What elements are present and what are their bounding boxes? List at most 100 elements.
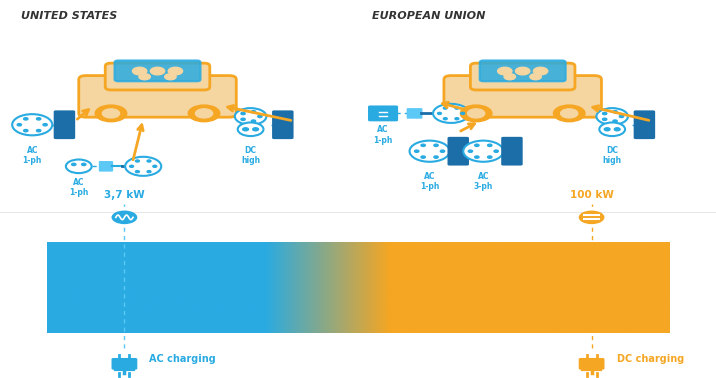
Circle shape — [410, 141, 450, 162]
Circle shape — [433, 104, 469, 123]
FancyBboxPatch shape — [368, 105, 398, 121]
Circle shape — [251, 111, 256, 113]
Circle shape — [475, 144, 479, 146]
Circle shape — [95, 105, 127, 122]
FancyBboxPatch shape — [99, 161, 113, 172]
Circle shape — [238, 122, 263, 136]
Text: EUROPEAN UNION: EUROPEAN UNION — [372, 11, 485, 21]
Circle shape — [102, 109, 120, 118]
FancyBboxPatch shape — [634, 110, 655, 139]
Circle shape — [498, 67, 512, 75]
Circle shape — [613, 120, 617, 122]
Circle shape — [188, 105, 220, 122]
Circle shape — [421, 144, 425, 146]
Circle shape — [613, 111, 617, 113]
Text: AC
1-ph: AC 1-ph — [420, 172, 440, 191]
Circle shape — [12, 114, 52, 135]
FancyBboxPatch shape — [470, 63, 575, 90]
Circle shape — [139, 74, 150, 80]
FancyBboxPatch shape — [115, 60, 200, 81]
Circle shape — [437, 112, 441, 115]
Circle shape — [135, 170, 140, 173]
Circle shape — [533, 67, 548, 75]
Circle shape — [132, 67, 147, 75]
Circle shape — [443, 118, 448, 120]
Circle shape — [135, 160, 140, 162]
Circle shape — [235, 108, 266, 125]
Circle shape — [461, 112, 465, 115]
Circle shape — [530, 74, 541, 80]
Circle shape — [24, 118, 28, 120]
FancyBboxPatch shape — [54, 110, 75, 139]
Circle shape — [488, 144, 492, 146]
Circle shape — [553, 105, 585, 122]
FancyBboxPatch shape — [501, 137, 523, 166]
Circle shape — [125, 157, 161, 176]
Circle shape — [165, 74, 176, 80]
Circle shape — [468, 109, 485, 118]
Circle shape — [150, 67, 165, 75]
FancyBboxPatch shape — [444, 76, 601, 117]
Circle shape — [494, 150, 498, 152]
FancyBboxPatch shape — [407, 108, 422, 119]
Text: AC charging: AC charging — [150, 354, 216, 364]
FancyBboxPatch shape — [272, 110, 294, 139]
Circle shape — [440, 150, 445, 152]
Circle shape — [504, 74, 516, 80]
Circle shape — [37, 118, 41, 120]
Text: DC
high: DC high — [603, 146, 621, 165]
Circle shape — [516, 67, 530, 75]
Circle shape — [561, 109, 578, 118]
Circle shape — [596, 108, 628, 125]
Text: 3,7 kW: 3,7 kW — [104, 191, 145, 200]
Text: AC
1-ph: AC 1-ph — [69, 178, 89, 197]
Circle shape — [602, 118, 606, 121]
FancyBboxPatch shape — [448, 137, 469, 166]
Circle shape — [195, 109, 213, 118]
FancyBboxPatch shape — [480, 60, 566, 81]
Circle shape — [599, 122, 625, 136]
Circle shape — [37, 130, 41, 132]
Circle shape — [455, 107, 459, 109]
Circle shape — [468, 150, 473, 152]
Circle shape — [243, 128, 248, 131]
Circle shape — [153, 165, 157, 167]
Circle shape — [241, 112, 245, 115]
Circle shape — [147, 170, 151, 173]
Text: AC
3-ph: AC 3-ph — [473, 172, 493, 191]
Circle shape — [579, 211, 604, 224]
Circle shape — [112, 211, 137, 224]
Text: AC
1-ph: AC 1-ph — [22, 146, 42, 165]
Circle shape — [443, 107, 448, 109]
Circle shape — [24, 130, 28, 132]
Circle shape — [421, 156, 425, 158]
Circle shape — [147, 160, 151, 162]
Circle shape — [72, 163, 76, 166]
Circle shape — [475, 156, 479, 158]
Circle shape — [434, 144, 438, 146]
Circle shape — [455, 118, 459, 120]
Circle shape — [241, 118, 245, 121]
FancyBboxPatch shape — [105, 63, 210, 90]
Circle shape — [43, 124, 47, 126]
Circle shape — [488, 156, 492, 158]
Circle shape — [253, 128, 258, 131]
Circle shape — [82, 163, 86, 166]
Circle shape — [614, 128, 620, 131]
Circle shape — [168, 67, 183, 75]
Text: DC charging: DC charging — [616, 354, 684, 364]
Circle shape — [258, 115, 262, 118]
Circle shape — [460, 105, 492, 122]
Text: UNITED STATES: UNITED STATES — [21, 11, 117, 21]
FancyBboxPatch shape — [112, 358, 137, 370]
Text: DC
high: DC high — [241, 146, 260, 165]
Circle shape — [604, 128, 610, 131]
FancyBboxPatch shape — [79, 76, 236, 117]
FancyBboxPatch shape — [579, 358, 604, 370]
Circle shape — [434, 156, 438, 158]
Circle shape — [130, 165, 134, 167]
Text: AC
1-ph: AC 1-ph — [373, 125, 393, 145]
Circle shape — [17, 124, 21, 126]
Circle shape — [415, 150, 419, 152]
Circle shape — [619, 115, 624, 118]
